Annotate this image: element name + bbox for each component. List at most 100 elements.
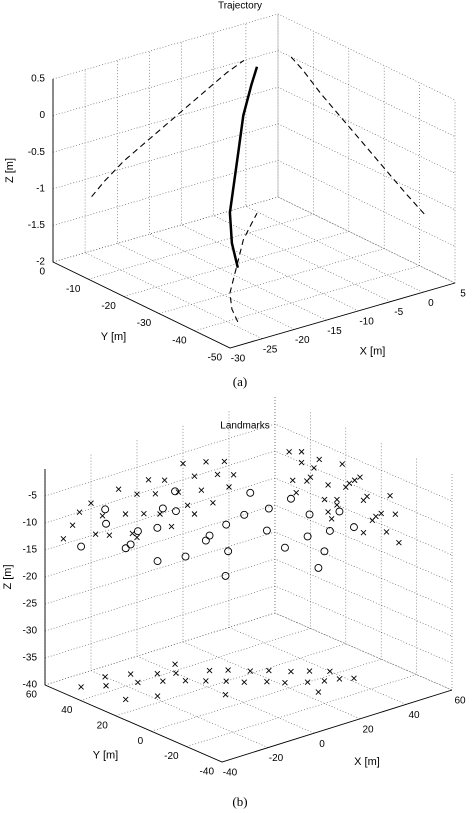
projection-side [325, 509, 331, 515]
x-tick-label: 5 [460, 289, 466, 300]
grid-line [44, 558, 453, 637]
landmark [246, 488, 255, 497]
z-tick-label: -20 [23, 572, 38, 583]
landmark [325, 526, 334, 535]
projection-floor [321, 678, 328, 684]
trajectory-line [228, 66, 259, 268]
projection-side [364, 493, 370, 500]
projection-floor [264, 678, 270, 685]
landmark [262, 526, 271, 535]
projection-back [92, 531, 99, 537]
grid-line [194, 82, 420, 332]
projection-back [191, 511, 198, 517]
y-tick-label: -20 [101, 301, 116, 312]
x-tick-label: -10 [359, 316, 374, 327]
x-tick-label: -25 [263, 344, 278, 355]
projection-side [346, 480, 353, 487]
projection-side [325, 482, 331, 488]
projection-side [334, 496, 340, 503]
z-tick-label: -40 [23, 680, 38, 691]
grid-line [52, 14, 279, 263]
x-axis-label: X [m] [360, 345, 386, 357]
projection-back [91, 59, 245, 198]
projection-side [387, 492, 393, 499]
projection-back [214, 471, 221, 478]
projection-back [191, 473, 198, 480]
projection-floor [282, 679, 288, 686]
grid-line [44, 504, 453, 583]
grid-line [80, 412, 311, 701]
projection-back [152, 491, 159, 497]
y-tick-label: -10 [66, 284, 81, 295]
projection-side [357, 474, 363, 480]
projection-floor [172, 661, 178, 667]
projection-floor [135, 679, 141, 686]
landmark [126, 540, 135, 549]
y-tick-label: -30 [137, 318, 152, 329]
projection-back [230, 471, 237, 478]
grid-line [149, 51, 327, 321]
axis-line [44, 469, 453, 763]
projection-back [129, 530, 136, 537]
projection-back [134, 534, 140, 541]
z-tick-label: -30 [23, 626, 38, 637]
projection-floor [127, 671, 134, 677]
landmark [221, 571, 230, 580]
landmark [171, 507, 180, 516]
grid-line [52, 86, 456, 174]
landmark [158, 504, 167, 513]
projection-side [396, 539, 402, 546]
y-tick-label: -20 [164, 751, 179, 762]
projection-floor [336, 676, 343, 682]
landmark [205, 531, 214, 540]
projection-back [161, 477, 168, 483]
grid-line [88, 31, 314, 280]
axis-line [52, 79, 456, 349]
grid-line [123, 48, 350, 297]
y-tick-label: 0 [138, 736, 144, 747]
grid-line [52, 160, 456, 247]
projection-back [106, 532, 113, 539]
projection-side [290, 56, 425, 215]
y-axis-label: Y [m] [101, 331, 126, 343]
grid-line [44, 585, 453, 664]
landmark [281, 543, 289, 552]
projection-floor [229, 212, 258, 323]
y-tick-label: 20 [97, 720, 109, 731]
projection-back [76, 509, 83, 516]
landmark [264, 504, 273, 513]
projection-back [88, 500, 94, 507]
landmark [153, 523, 162, 532]
grid-line [229, 100, 456, 349]
projection-side [328, 516, 335, 522]
projection-floor [315, 689, 322, 695]
projection-floor [288, 668, 294, 675]
projection-side [351, 477, 358, 484]
projection-floor [327, 668, 333, 675]
projection-back [168, 523, 175, 530]
projection-back [122, 511, 129, 517]
projection-side [289, 477, 296, 484]
landmark [181, 552, 190, 561]
z-tick-label: -5 [28, 491, 37, 502]
projection-side [334, 502, 340, 508]
x-tick-label: -20 [295, 335, 310, 346]
z-tick-label: -0.5 [28, 147, 46, 158]
projection-side [311, 465, 317, 471]
x-tick-label: -5 [394, 307, 403, 318]
x-tick-label: -20 [269, 753, 284, 764]
projection-side [298, 448, 305, 455]
projection-back [145, 476, 152, 483]
grid-line [44, 612, 453, 691]
projection-floor [160, 678, 166, 685]
chart-title: Trajectory [218, 1, 262, 12]
x-axis-label: X [m] [354, 756, 380, 768]
landmark [222, 520, 231, 529]
projection-side [293, 489, 300, 496]
landmark [77, 542, 86, 551]
landmark [287, 494, 295, 503]
z-tick-label: -25 [23, 599, 38, 610]
y-axis-label: Y [m] [93, 749, 118, 761]
grid-line [52, 13, 456, 101]
projection-floor [173, 670, 179, 676]
